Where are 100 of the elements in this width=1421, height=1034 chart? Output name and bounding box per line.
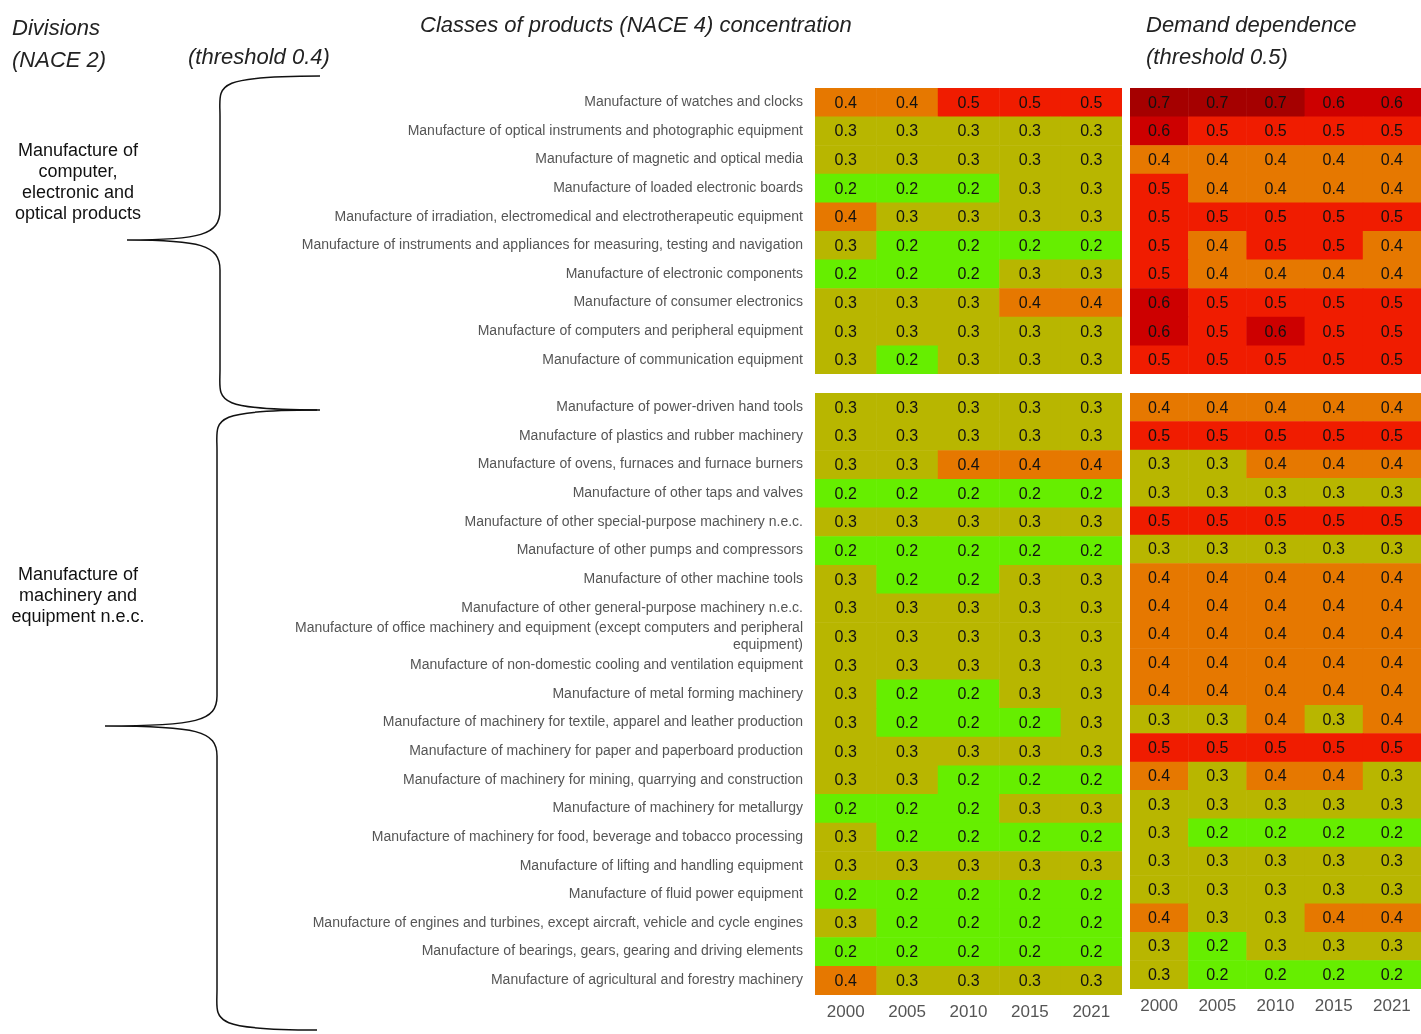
data-label: 0.2 <box>1322 824 1345 842</box>
data-label: 0.2 <box>895 236 919 254</box>
data-label: 0.5 <box>1147 265 1171 283</box>
data-label: 0.4 <box>1380 682 1404 700</box>
data-label: 0.2 <box>1322 965 1345 983</box>
data-label: 0.6 <box>1380 93 1404 111</box>
data-label: 0.5 <box>1147 512 1171 530</box>
data-label: 0.5 <box>1380 351 1404 369</box>
data-label: 0.3 <box>957 322 980 340</box>
y-tick-label: Manufacture of computers and peripheral equipment <box>477 321 804 338</box>
y-tick-label: Manufacture of electronic components <box>565 264 803 281</box>
data-label: 0.5 <box>1264 293 1287 311</box>
text: Manufacture of machinery and equipment n.e.c. <box>10 564 146 627</box>
data-label: 0.3 <box>895 971 919 989</box>
y-tick-label: Manufacture of plastics and rubber machinery <box>518 426 803 443</box>
y-tick-label: Manufacture of metal forming machinery <box>552 684 803 701</box>
x-tick-label: 2010 <box>949 1002 988 1022</box>
data-label: 0.3 <box>834 828 857 846</box>
data-label: 0.3 <box>1147 852 1171 870</box>
data-label: 0.5 <box>1264 512 1287 530</box>
data-label: 0.4 <box>1147 767 1171 785</box>
data-label: 0.4 <box>1206 597 1229 615</box>
data-label: 0.2 <box>957 771 980 789</box>
data-label: 0.3 <box>1206 710 1229 728</box>
data-label: 0.2 <box>1080 236 1103 254</box>
data-label: 0.4 <box>1206 568 1229 586</box>
data-label: 0.3 <box>895 742 919 760</box>
y-tick-label: Manufacture of fluid power equipment <box>568 885 804 902</box>
data-label: 0.5 <box>1380 738 1404 756</box>
data-label: 0.3 <box>1080 322 1103 340</box>
data-label: 0.3 <box>834 656 857 674</box>
data-label: 0.3 <box>1080 351 1103 369</box>
data-label: 0.4 <box>1322 682 1345 700</box>
x-tick-label: 2021 <box>1372 996 1411 1016</box>
data-label: 0.3 <box>895 513 919 531</box>
data-label: 0.3 <box>1018 599 1042 617</box>
data-label: 0.3 <box>834 398 857 416</box>
data-label: 0.4 <box>1264 150 1287 168</box>
data-label: 0.4 <box>1206 179 1229 197</box>
data-label: 0.2 <box>1080 771 1103 789</box>
data-label: 0.3 <box>1080 742 1103 760</box>
data-label: 0.3 <box>1322 483 1345 501</box>
data-label: 0.3 <box>1380 483 1404 501</box>
data-label: 0.3 <box>895 398 919 416</box>
data-label: 0.3 <box>1080 150 1103 168</box>
data-label: 0.4 <box>1322 597 1345 615</box>
data-label: 0.5 <box>1147 351 1171 369</box>
data-label: 0.5 <box>1380 322 1404 340</box>
data-label: 0.5 <box>1322 426 1345 444</box>
text: Classes of products (NACE 4) concentration <box>420 12 852 38</box>
data-label: 0.5 <box>1322 351 1345 369</box>
data-label: 0.3 <box>1018 857 1042 875</box>
y-tick-label: Manufacture of machinery for food, beverage and tobacco processing <box>371 827 803 844</box>
data-label: 0.3 <box>1018 208 1042 226</box>
data-label: 0.2 <box>957 179 980 197</box>
data-label: 0.2 <box>1264 965 1287 983</box>
data-label: 0.3 <box>1080 599 1103 617</box>
data-label: 0.3 <box>1018 656 1042 674</box>
data-label: 0.4 <box>1206 653 1229 671</box>
data-label: 0.3 <box>1080 799 1103 817</box>
data-label: 0.4 <box>1322 909 1345 927</box>
data-label: 0.2 <box>895 541 919 559</box>
data-label: 0.4 <box>1206 265 1229 283</box>
data-label: 0.6 <box>1264 322 1287 340</box>
data-label: 0.3 <box>1080 208 1103 226</box>
data-label: 0.3 <box>895 456 919 474</box>
data-label: 0.6 <box>1147 293 1171 311</box>
data-label: 0.3 <box>1206 852 1229 870</box>
data-label: 0.2 <box>957 236 980 254</box>
data-label: 0.4 <box>1206 682 1229 700</box>
data-label: 0.3 <box>1206 540 1229 558</box>
data-label: 0.3 <box>834 122 857 140</box>
data-label: 0.2 <box>957 713 980 731</box>
data-label: 0.3 <box>895 427 919 445</box>
data-label: 0.4 <box>1080 293 1103 311</box>
y-tick-label: Manufacture of communication equipment <box>542 350 804 367</box>
data-label: 0.4 <box>1380 455 1404 473</box>
data-label: 0.3 <box>1206 483 1229 501</box>
y-tick-label: Manufacture of bearings, gears, gearing and driving elements <box>421 942 803 959</box>
data-label: 0.3 <box>1264 852 1287 870</box>
data-label: 0.3 <box>895 322 919 340</box>
data-label: 0.4 <box>1264 179 1287 197</box>
data-label: 0.4 <box>834 208 857 226</box>
data-label: 0.2 <box>895 713 919 731</box>
data-label: 0.4 <box>1264 455 1287 473</box>
data-label: 0.4 <box>1080 456 1103 474</box>
data-label: 0.5 <box>1322 208 1345 226</box>
data-label: 0.4 <box>1380 236 1404 254</box>
data-label: 0.3 <box>1018 322 1042 340</box>
x-tick-label: 2021 <box>1072 1002 1111 1022</box>
data-label: 0.2 <box>957 828 980 846</box>
data-label: 0.5 <box>1206 512 1229 530</box>
data-label: 0.7 <box>1206 93 1229 111</box>
data-label: 0.3 <box>1380 767 1404 785</box>
text: Divisions (NACE 2) <box>12 14 108 74</box>
data-label: 0.5 <box>1147 738 1171 756</box>
data-label: 0.4 <box>1380 597 1404 615</box>
data-label: 0.2 <box>895 685 919 703</box>
data-label: 0.4 <box>1264 653 1287 671</box>
data-label: 0.3 <box>1147 483 1171 501</box>
